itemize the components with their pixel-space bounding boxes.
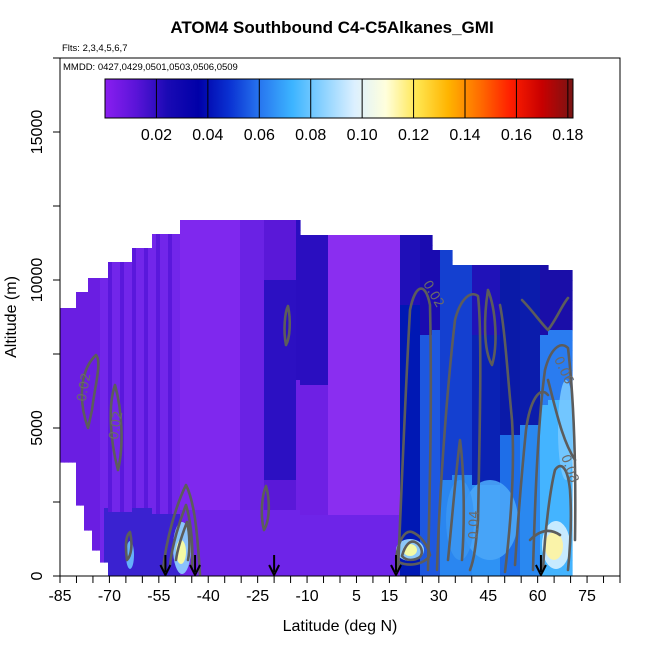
contour-label: 0.02 — [107, 410, 127, 441]
x-tick-label: 15 — [381, 588, 399, 605]
x-tick-label: -70 — [98, 588, 121, 605]
colorbar-tick-label: 0.16 — [501, 127, 532, 144]
flight-arrow-head — [390, 564, 402, 576]
y-tick-label: 10000 — [29, 258, 46, 303]
contour-line — [446, 438, 466, 562]
colorbar-tick-label: 0.18 — [552, 127, 583, 144]
contour-label: 0.04 — [467, 510, 483, 539]
contour-line — [80, 353, 100, 430]
contour-line — [400, 540, 424, 562]
x-tick-label: -55 — [147, 588, 170, 605]
chart-title: ATOM4 Southbound C4-C5Alkanes_GMI — [170, 18, 493, 37]
colorbar: 0.02 0.04 0.06 0.08 0.10 0.12 0.14 0.16 0.18 — [104, 78, 584, 144]
contour-line — [513, 390, 550, 567]
y-axis-label: Altitude (m) — [3, 276, 20, 358]
contour-line — [531, 343, 577, 572]
x-axis: -85 -70 -55 -40 -25 -10 5 15 30 45 60 75 — [48, 576, 621, 605]
contour-line — [435, 293, 482, 572]
colorbar-tick-label: 0.02 — [141, 127, 172, 144]
x-tick-label: -25 — [246, 588, 269, 605]
colorbar-tick-label: 0.04 — [192, 127, 223, 144]
flight-arrow-head — [159, 564, 172, 576]
contour-labels: 0.02 0.02 0.02 0.04 0.06 0.08 — [75, 278, 582, 540]
flight-arrow-head — [189, 564, 201, 576]
contour-line — [174, 520, 191, 562]
contour-line — [260, 484, 271, 532]
contour-line — [394, 530, 432, 566]
colorbar-tick-label: 0.10 — [347, 127, 378, 144]
contour-line — [283, 304, 292, 347]
x-tick-label: 60 — [529, 588, 547, 605]
y-tick-label: 15000 — [29, 110, 46, 155]
contour-line — [109, 383, 123, 472]
y-axis: 0 5000 10000 15000 — [29, 57, 60, 580]
contour-lines — [80, 287, 577, 576]
flight-arrows — [159, 555, 547, 576]
x-tick-label: -85 — [48, 588, 71, 605]
plot-area: 0.02 0.02 0.02 0.04 0.06 0.08 — [60, 58, 620, 576]
chart-subtitle-dates: MMDD: 0427,0429,0501,0503,0506,0509 — [63, 62, 238, 73]
contour-line — [483, 288, 497, 367]
x-axis-label: Latitude (deg N) — [283, 618, 398, 635]
contour-label: 0.02 — [75, 372, 95, 403]
colorbar-tick-label: 0.08 — [295, 127, 326, 144]
x-tick-label: -40 — [197, 588, 220, 605]
contour-line — [161, 483, 202, 576]
x-tick-label: 45 — [479, 588, 497, 605]
x-tick-label: 75 — [578, 588, 596, 605]
colorbar-gradient — [105, 79, 573, 118]
contour-line — [528, 529, 562, 542]
y-tick-label: 0 — [29, 571, 46, 580]
contour-line — [541, 464, 573, 572]
colorbar-frame — [104, 78, 574, 119]
contour-line — [498, 303, 515, 574]
flight-arrow-head — [535, 564, 547, 576]
contour-line — [546, 378, 577, 462]
colorbar-tick-label: 0.06 — [244, 127, 275, 144]
colorbar-ticks: 0.02 0.04 0.06 0.08 0.10 0.12 0.14 0.16 0.18 — [141, 79, 584, 144]
flight-arrow-head — [268, 564, 281, 576]
x-tick-label: 30 — [430, 588, 448, 605]
colorbar-tick-label: 0.14 — [449, 127, 480, 144]
chart-subtitle-flights: Flts: 2,3,4,5,6,7 — [62, 43, 127, 54]
contour-line — [520, 296, 570, 332]
contour-line — [168, 503, 194, 570]
colorbar-tick-label: 0.12 — [398, 127, 429, 144]
x-tick-label: -10 — [295, 588, 318, 605]
contour-line — [396, 287, 433, 572]
x-tick-label: 5 — [352, 588, 361, 605]
y-tick-label: 5000 — [29, 410, 46, 446]
contour-line — [124, 530, 133, 562]
